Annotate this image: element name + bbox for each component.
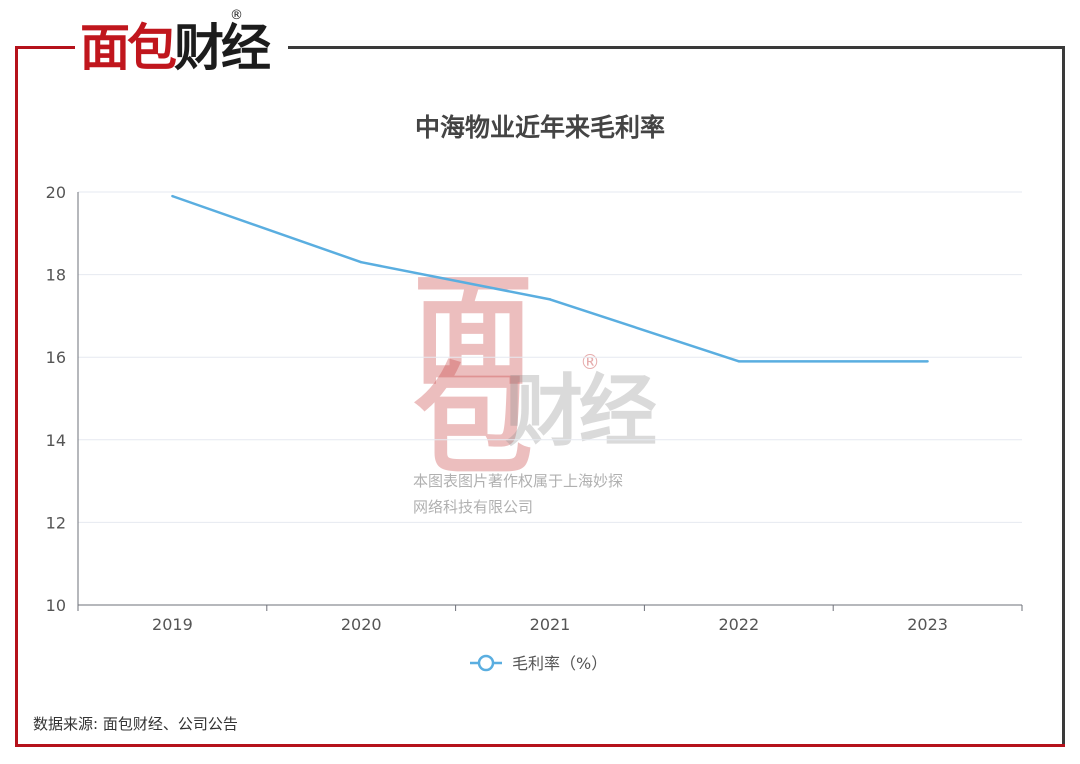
x-tick-label: 2022 xyxy=(718,615,759,634)
data-source-note: 数据来源: 面包财经、公司公告 xyxy=(33,715,238,733)
y-tick-label: 12 xyxy=(46,513,66,532)
x-tick-label: 2023 xyxy=(907,615,948,634)
series-lines xyxy=(171,194,929,363)
x-tick-label: 2019 xyxy=(152,615,193,634)
data-point xyxy=(737,360,740,363)
chart-title: 中海物业近年来毛利率 xyxy=(414,113,665,142)
logo-part-dark: 财经 xyxy=(174,19,271,77)
data-point xyxy=(548,298,552,301)
frame-right xyxy=(1062,46,1065,747)
brand-logo: 面包财经 ® xyxy=(80,8,285,80)
legend-marker xyxy=(477,654,495,672)
logo-registered-mark: ® xyxy=(230,8,243,23)
frame-top-left xyxy=(15,46,75,49)
data-point xyxy=(926,360,929,363)
logo-part-red: 面包 xyxy=(80,19,177,77)
y-tick-label: 16 xyxy=(46,348,66,367)
legend: 毛利率（%） xyxy=(470,654,607,673)
y-tick-label: 14 xyxy=(46,431,66,450)
x-axis: 2019 2020 2021 2022 2023 xyxy=(77,192,1023,634)
x-tick-label: 2020 xyxy=(341,615,382,634)
y-tick-label: 20 xyxy=(46,183,66,202)
frame-bottom xyxy=(15,744,1065,747)
y-tick-label: 18 xyxy=(46,266,66,285)
x-tick-label: 2021 xyxy=(530,615,571,634)
legend-label: 毛利率（%） xyxy=(512,654,607,673)
y-axis-ticks: 20 18 16 14 12 10 xyxy=(46,183,66,615)
frame-top-right xyxy=(288,46,1065,49)
data-point xyxy=(171,194,174,198)
frame-left xyxy=(15,46,18,746)
data-point xyxy=(360,261,363,264)
grid-lines xyxy=(78,191,1022,523)
series-line xyxy=(171,194,928,363)
y-tick-label: 10 xyxy=(46,596,66,615)
